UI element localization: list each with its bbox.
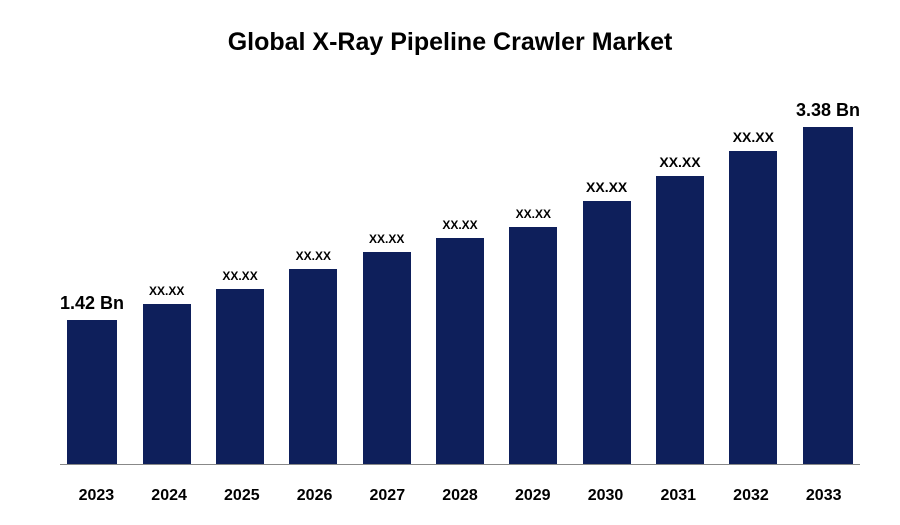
bar	[583, 201, 631, 464]
bar-group: XX.XX	[356, 100, 417, 464]
bar	[803, 127, 853, 464]
x-axis-label: 2033	[787, 487, 860, 505]
bar-value-label: 1.42 Bn	[60, 293, 124, 314]
bar-value-label: XX.XX	[222, 269, 257, 283]
bar-group: XX.XX	[723, 100, 784, 464]
bar-group: XX.XX	[429, 100, 490, 464]
bar-value-label: 3.38 Bn	[796, 100, 860, 121]
bar	[656, 176, 704, 464]
bar-group: 1.42 Bn	[60, 100, 124, 464]
bar-value-label: XX.XX	[733, 129, 774, 145]
bar-value-label: XX.XX	[516, 207, 551, 221]
bar-value-label: XX.XX	[369, 232, 404, 246]
bar-value-label: XX.XX	[296, 249, 331, 263]
x-axis-label: 2026	[278, 487, 351, 505]
bar	[729, 151, 777, 464]
bar-group: XX.XX	[209, 100, 270, 464]
bar-value-label: XX.XX	[586, 179, 627, 195]
x-axis: 2023 2024 2025 2026 2027 2028 2029 2030 …	[60, 487, 860, 505]
x-axis-label: 2024	[133, 487, 206, 505]
bar	[509, 227, 557, 464]
bar-value-label: XX.XX	[659, 154, 700, 170]
bars-container: 1.42 Bn XX.XX XX.XX XX.XX XX.XX XX.XX XX…	[60, 100, 860, 464]
bar	[216, 289, 264, 464]
x-axis-label: 2023	[60, 487, 133, 505]
x-axis-label: 2030	[569, 487, 642, 505]
bar-value-label: XX.XX	[149, 284, 184, 298]
x-axis-label: 2029	[496, 487, 569, 505]
bar-group: XX.XX	[649, 100, 710, 464]
x-axis-label: 2025	[205, 487, 278, 505]
bar-group: XX.XX	[576, 100, 637, 464]
x-axis-label: 2028	[424, 487, 497, 505]
bar-group: XX.XX	[503, 100, 564, 464]
bar	[143, 304, 191, 464]
chart-plot-area: 1.42 Bn XX.XX XX.XX XX.XX XX.XX XX.XX XX…	[60, 100, 860, 465]
bar-group: XX.XX	[283, 100, 344, 464]
bar-value-label: XX.XX	[442, 218, 477, 232]
x-axis-label: 2031	[642, 487, 715, 505]
x-axis-label: 2032	[715, 487, 788, 505]
bar	[436, 238, 484, 464]
bar-group: XX.XX	[136, 100, 197, 464]
bar	[363, 252, 411, 464]
bar-group: 3.38 Bn	[796, 100, 860, 464]
x-axis-label: 2027	[351, 487, 424, 505]
chart-title: Global X-Ray Pipeline Crawler Market	[0, 0, 900, 57]
bar	[289, 269, 337, 464]
bar	[67, 320, 117, 464]
